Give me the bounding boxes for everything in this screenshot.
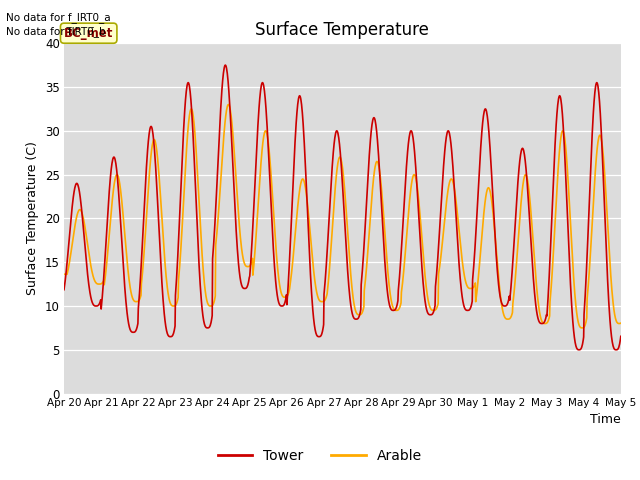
Arable	[617, 320, 625, 326]
Text: No data for f̅IRT0̅_b: No data for f̅IRT0̅_b	[6, 26, 106, 37]
Text: BC_met: BC_met	[64, 27, 113, 40]
Tower	[170, 327, 178, 333]
Arable	[502, 316, 509, 322]
Tower	[551, 143, 559, 148]
Arable	[60, 271, 68, 277]
Tower	[617, 334, 625, 339]
Arable	[246, 262, 254, 268]
Tower	[502, 303, 509, 309]
Arable	[579, 325, 586, 331]
Line: Tower: Tower	[64, 65, 621, 350]
Arable	[170, 303, 178, 309]
Arable	[551, 220, 559, 226]
X-axis label: Time: Time	[590, 413, 621, 426]
Tower	[246, 263, 254, 269]
Tower	[429, 310, 437, 316]
Tower	[60, 287, 68, 293]
Arable	[184, 128, 191, 134]
Title: Surface Temperature: Surface Temperature	[255, 21, 429, 39]
Legend: Tower, Arable: Tower, Arable	[212, 443, 428, 468]
Y-axis label: Surface Temperature (C): Surface Temperature (C)	[26, 142, 40, 295]
Arable	[429, 308, 437, 313]
Text: No data for f_IRT0_a: No data for f_IRT0_a	[6, 12, 111, 23]
Tower	[221, 62, 229, 68]
Tower	[575, 347, 583, 353]
Tower	[184, 80, 191, 86]
Line: Arable: Arable	[64, 105, 621, 328]
Arable	[225, 102, 232, 108]
